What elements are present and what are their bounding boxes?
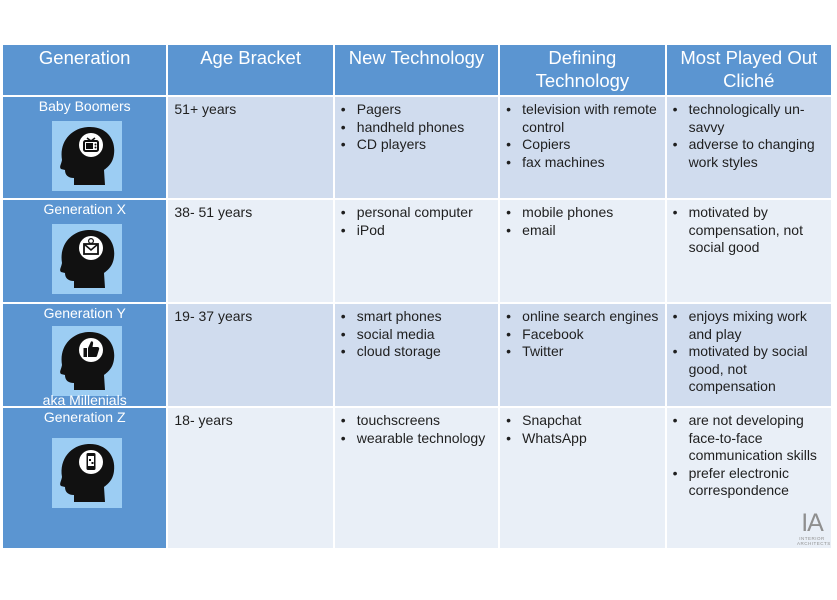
header-generation: Generation xyxy=(3,45,167,95)
list-item: fax machines xyxy=(506,154,660,172)
list-item: Snapchat xyxy=(506,412,660,430)
list-item: Pagers xyxy=(341,101,494,119)
email-icon xyxy=(52,224,122,294)
cliche-cell: are not developing face-to-face communic… xyxy=(666,408,831,548)
age-bracket: 18- years xyxy=(168,408,333,548)
list-item: mobile phones xyxy=(506,204,660,222)
new-technology-cell: smart phones social media cloud storage xyxy=(334,304,499,406)
header-row: Generation Age Bracket New Technology De… xyxy=(3,45,831,95)
defining-technology-cell: television with remote control Copiers f… xyxy=(500,97,665,198)
header-new-technology: New Technology xyxy=(334,45,499,95)
table-row: Generation Z 18- years touchscreens xyxy=(3,408,831,548)
generation-cell: Generation Y aka Millenials xyxy=(3,304,167,408)
list-item: touchscreens xyxy=(341,412,494,430)
list-item: motivated by social good, not compensati… xyxy=(673,343,827,396)
defining-technology-cell: Snapchat WhatsApp xyxy=(500,408,665,548)
list-item: personal computer xyxy=(341,204,494,222)
list-item: handheld phones xyxy=(341,119,494,137)
age-bracket: 38- 51 years xyxy=(168,200,333,302)
list-item: iPod xyxy=(341,222,494,240)
generation-name: Generation Z xyxy=(43,409,126,425)
defining-technology-cell: online search engines Facebook Twitter xyxy=(500,304,665,406)
generations-table: Generation Age Bracket New Technology De… xyxy=(1,43,833,550)
cliche-cell: motivated by compensation, not social go… xyxy=(666,200,831,302)
generation-cell: Generation X xyxy=(3,200,167,302)
new-technology-cell: Pagers handheld phones CD players xyxy=(334,97,499,198)
cliche-cell: enjoys mixing work and play motivated by… xyxy=(666,304,831,406)
list-item: Copiers xyxy=(506,136,660,154)
interior-architects-logo: IA INTERIOR ARCHITECTS xyxy=(797,509,831,546)
generation-name: Baby Boomers xyxy=(38,98,131,114)
list-item: cloud storage xyxy=(341,343,494,361)
list-item: are not developing face-to-face communic… xyxy=(673,412,827,465)
generation-name: Generation X xyxy=(43,201,126,217)
list-item: email xyxy=(506,222,660,240)
header-cliche: Most Played Out Cliché xyxy=(666,45,831,95)
generation-cell: Baby Boomers xyxy=(3,97,167,198)
defining-technology-cell: mobile phones email xyxy=(500,200,665,302)
table-row: Baby Boomers 51+ years Pagers han xyxy=(3,97,831,198)
generation-name: Generation Y xyxy=(43,305,126,321)
list-item: social media xyxy=(341,326,494,344)
table-row: Generation X 38- 51 years personal compu… xyxy=(3,200,831,302)
new-technology-cell: personal computer iPod xyxy=(334,200,499,302)
list-item: Twitter xyxy=(506,343,660,361)
list-item: Facebook xyxy=(506,326,660,344)
thumbs-up-icon xyxy=(52,326,122,396)
logo-text: INTERIOR ARCHITECTS xyxy=(797,536,831,546)
list-item: adverse to changing work styles xyxy=(673,136,827,171)
logo-mark: IA xyxy=(801,509,824,537)
list-item: CD players xyxy=(341,136,494,154)
generation-cell: Generation Z xyxy=(3,408,167,548)
list-item: WhatsApp xyxy=(506,430,660,448)
cliche-cell: technologically un-savvy adverse to chan… xyxy=(666,97,831,198)
list-item: online search engines xyxy=(506,308,660,326)
header-defining-technology: Defining Technology xyxy=(500,45,665,95)
header-age-bracket: Age Bracket xyxy=(168,45,333,95)
smartphone-icon xyxy=(52,438,122,508)
list-item: prefer electronic correspondence xyxy=(673,465,827,500)
new-technology-cell: touchscreens wearable technology xyxy=(334,408,499,548)
generation-aka: aka Millenials xyxy=(42,392,127,408)
tv-icon xyxy=(52,121,122,191)
list-item: television with remote control xyxy=(506,101,660,136)
table-row: Generation Y aka Millenials 19- 37 years… xyxy=(3,304,831,408)
list-item: technologically un-savvy xyxy=(673,101,827,136)
list-item: wearable technology xyxy=(341,430,494,448)
age-bracket: 19- 37 years xyxy=(168,304,333,406)
list-item: smart phones xyxy=(341,308,494,326)
list-item: enjoys mixing work and play xyxy=(673,308,827,343)
age-bracket: 51+ years xyxy=(168,97,333,198)
list-item: motivated by compensation, not social go… xyxy=(673,204,827,257)
